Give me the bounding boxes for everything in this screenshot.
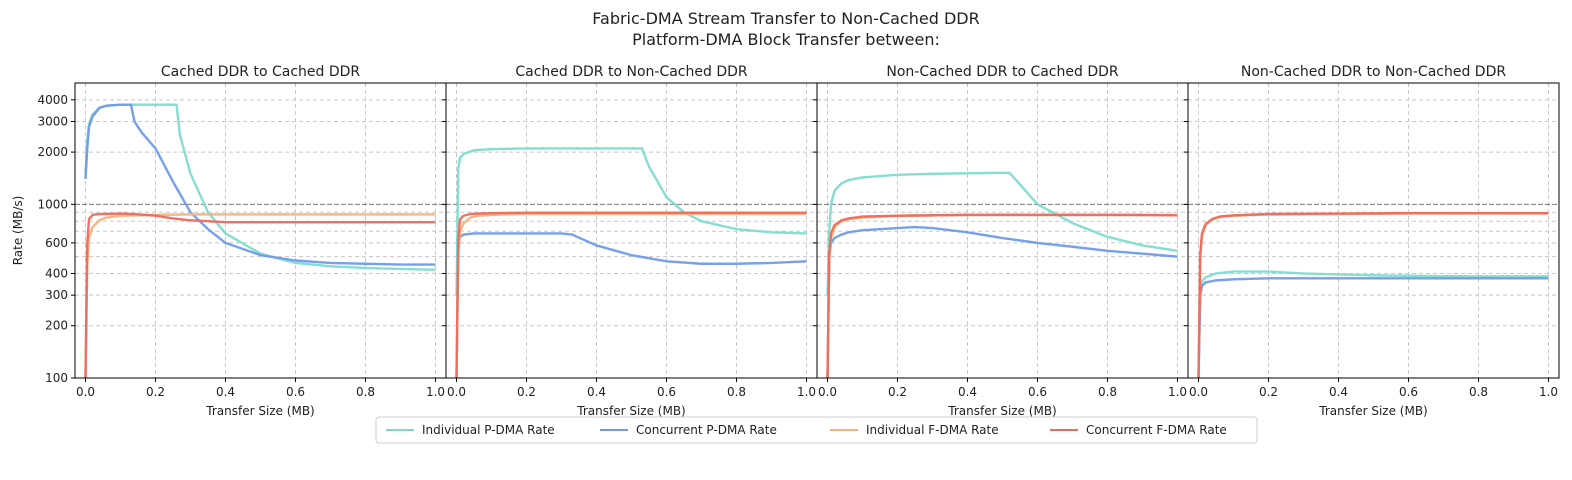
x-tick-label: 0.8 bbox=[1098, 385, 1117, 399]
legend: Individual P-DMA Rate Concurrent P-DMA Ra… bbox=[375, 416, 1258, 444]
x-tick-label: 1.0 bbox=[1539, 385, 1558, 399]
y-tick-label: 300 bbox=[45, 288, 68, 302]
x-axis-label: Transfer Size (MB) bbox=[947, 404, 1056, 418]
x-tick-label: 1.0 bbox=[426, 385, 445, 399]
legend-entry: Individual P-DMA Rate bbox=[386, 423, 555, 437]
x-tick-label: 1.0 bbox=[797, 385, 816, 399]
x-axis-label: Transfer Size (MB) bbox=[205, 404, 314, 418]
series-line-individual-p-dma-rate bbox=[84, 103, 436, 271]
x-tick-label: 0.0 bbox=[447, 385, 466, 399]
legend-label: Individual F-DMA Rate bbox=[866, 423, 999, 437]
legend-entry: Concurrent F-DMA Rate bbox=[1050, 423, 1227, 437]
series-group bbox=[1197, 211, 1549, 378]
x-tick-label: 0.2 bbox=[1259, 385, 1278, 399]
series-line-concurrent-f-dma-rate bbox=[84, 212, 436, 378]
legend-entry: Concurrent P-DMA Rate bbox=[600, 423, 777, 437]
x-tick-label: 0.2 bbox=[888, 385, 907, 399]
legend-label: Concurrent P-DMA Rate bbox=[636, 423, 777, 437]
x-tick-label: 0.8 bbox=[1469, 385, 1488, 399]
series-line-concurrent-f-dma-rate bbox=[1197, 211, 1549, 378]
x-tick-label: 0.6 bbox=[1028, 385, 1047, 399]
x-tick-label: 1.0 bbox=[1168, 385, 1187, 399]
y-tick-label: 600 bbox=[45, 236, 68, 250]
x-tick-label: 0.6 bbox=[657, 385, 676, 399]
subplot-title: Non-Cached DDR to Cached DDR bbox=[886, 64, 1119, 80]
series-line-individual-p-dma-rate bbox=[826, 171, 1178, 296]
series-line-individual-f-dma-rate bbox=[84, 213, 436, 378]
legend-label: Concurrent F-DMA Rate bbox=[1086, 423, 1227, 437]
y-tick-label: 400 bbox=[45, 266, 68, 280]
y-tick-label: 2000 bbox=[37, 145, 68, 159]
x-tick-label: 0.0 bbox=[818, 385, 837, 399]
series-group bbox=[455, 147, 807, 378]
y-axis-label: Rate (MB/s) bbox=[11, 196, 25, 266]
x-tick-label: 0.4 bbox=[216, 385, 235, 399]
axes-frame bbox=[74, 82, 447, 379]
x-tick-label: 0.6 bbox=[286, 385, 305, 399]
series-line-concurrent-f-dma-rate bbox=[826, 213, 1178, 378]
figure-suptitle-line1: Fabric-DMA Stream Transfer to Non-Cached… bbox=[592, 9, 979, 28]
y-tick-label: 100 bbox=[45, 371, 68, 385]
x-tick-label: 0.8 bbox=[356, 385, 375, 399]
subplot-title: Non-Cached DDR to Non-Cached DDR bbox=[1241, 64, 1506, 80]
x-tick-label: 0.8 bbox=[727, 385, 746, 399]
series-line-individual-f-dma-rate bbox=[1197, 212, 1549, 378]
x-tick-label: 0.4 bbox=[958, 385, 977, 399]
subplot-grid: 0.0 0.2 0.4 0.6 0.8 1.0 100 200 300 400 600 1000 200… bbox=[11, 64, 1560, 418]
subplot-title: Cached DDR to Non-Cached DDR bbox=[515, 64, 748, 80]
subplot-4: 0.0 0.2 0.4 0.6 0.8 1.0 Non-Cached DDR to Non-… bbox=[1184, 64, 1560, 418]
x-tick-label: 0.4 bbox=[587, 385, 606, 399]
subplot-2: 0.0 0.2 0.4 0.6 0.8 1.0 Cached DDR to Non-Cach… bbox=[442, 64, 818, 418]
x-tick-label: 0.2 bbox=[146, 385, 165, 399]
series-group bbox=[826, 171, 1178, 378]
subplot-3: 0.0 0.2 0.4 0.6 0.8 1.0 Non-Cached DDR to Cach… bbox=[813, 64, 1189, 418]
series-line-individual-p-dma-rate bbox=[455, 147, 807, 296]
series-line-individual-f-dma-rate bbox=[826, 213, 1178, 378]
x-tick-label: 0.4 bbox=[1329, 385, 1348, 399]
legend-frame bbox=[375, 416, 1258, 444]
x-tick-label: 0.0 bbox=[76, 385, 95, 399]
series-line-concurrent-p-dma-rate bbox=[1197, 277, 1549, 378]
y-tick-label: 3000 bbox=[37, 115, 68, 129]
x-axis-label: Transfer Size (MB) bbox=[1318, 404, 1427, 418]
x-tick-label: 0.6 bbox=[1399, 385, 1418, 399]
series-line-concurrent-p-dma-rate bbox=[826, 225, 1178, 378]
subplot-title: Cached DDR to Cached DDR bbox=[161, 64, 361, 80]
x-tick-label: 0.2 bbox=[517, 385, 536, 399]
y-tick-label: 200 bbox=[45, 319, 68, 333]
legend-entry: Individual F-DMA Rate bbox=[830, 423, 999, 437]
series-line-concurrent-p-dma-rate bbox=[455, 232, 807, 378]
series-line-individual-f-dma-rate bbox=[455, 212, 807, 378]
y-tick-label: 1000 bbox=[37, 197, 68, 211]
series-line-individual-p-dma-rate bbox=[1197, 270, 1549, 378]
legend-label: Individual P-DMA Rate bbox=[422, 423, 555, 437]
x-tick-label: 0.0 bbox=[1189, 385, 1208, 399]
x-axis-label: Transfer Size (MB) bbox=[576, 404, 685, 418]
axes-frame bbox=[1187, 82, 1560, 379]
y-tick-label: 4000 bbox=[37, 93, 68, 107]
series-group bbox=[84, 103, 436, 378]
figure-suptitle-line2: Platform-DMA Block Transfer between: bbox=[632, 30, 940, 49]
subplot-1: 0.0 0.2 0.4 0.6 0.8 1.0 100 200 300 400 600 1000 200… bbox=[11, 64, 447, 418]
series-line-concurrent-p-dma-rate bbox=[84, 103, 436, 266]
series-line-concurrent-f-dma-rate bbox=[455, 211, 807, 378]
